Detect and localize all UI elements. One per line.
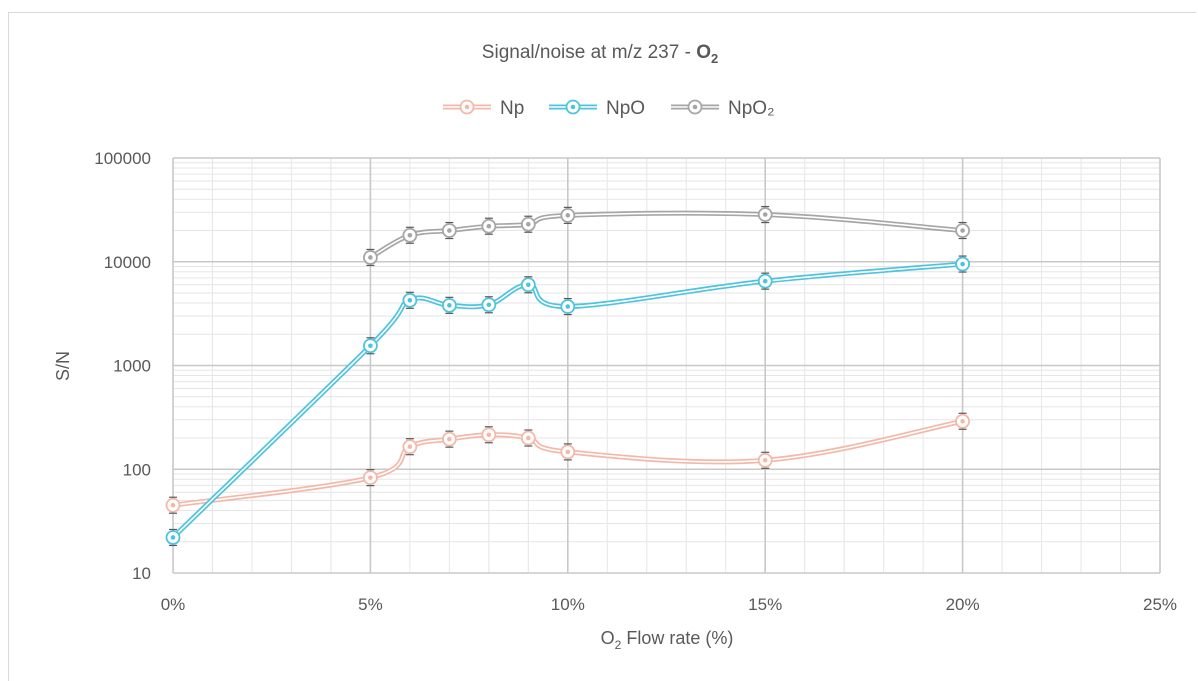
data-point-center [762, 278, 768, 284]
x-tick-label: 15% [748, 595, 782, 614]
data-point-center [526, 221, 531, 227]
data-point-center [565, 304, 571, 309]
x-tick-label: 5% [358, 595, 383, 614]
data-point-center [368, 475, 373, 480]
legend-item: Np [443, 98, 524, 119]
legend-marker-center [692, 104, 698, 110]
data-point-center [960, 261, 965, 267]
data-point-center [407, 444, 413, 449]
major-gridlines [172, 157, 1161, 574]
data-point-center [368, 255, 373, 260]
data-point-center [447, 228, 452, 233]
x-tick-label: 25% [1143, 595, 1177, 614]
legend-label: Np [500, 98, 524, 119]
y-tick-label: 1000 [113, 357, 151, 376]
data-point-center [407, 298, 413, 303]
data-point-center [960, 228, 965, 233]
chart-title-text: Signal/noise at m/z 237 - [482, 42, 696, 63]
data-point-center [762, 457, 768, 463]
x-axis-title-rest: Flow rate (%) [621, 628, 733, 648]
x-tick-label: 0% [161, 595, 186, 614]
data-point-center [170, 502, 176, 508]
x-axis-title-sub: 2 [615, 638, 622, 652]
x-tick-label: 10% [551, 595, 585, 614]
legend-label: NpO [606, 98, 645, 119]
y-tick-label: 100 [123, 460, 151, 479]
series-2-line-outer [369, 210, 963, 260]
x-axis-title: O2 Flow rate (%) [601, 628, 734, 652]
legend-label: NpO₂ [728, 98, 774, 119]
data-point-center [526, 435, 531, 441]
data-point-center [170, 535, 176, 540]
data-point-center [368, 343, 373, 349]
data-point-center [486, 223, 492, 229]
series-0 [165, 412, 970, 514]
x-axis-title-prefix: O [601, 628, 615, 648]
legend-marker-center [464, 104, 470, 110]
y-tick-label: 10000 [104, 253, 151, 272]
data-point-center [762, 212, 768, 217]
y-tick-label: 10 [132, 564, 151, 583]
data-point-center [565, 213, 571, 218]
chart-title: Signal/noise at m/z 237 - O2 [482, 42, 718, 66]
data-point-center [526, 282, 531, 288]
data-point-center [447, 436, 452, 442]
legend: Np NpO NpO₂ [443, 98, 774, 119]
legend-marker-center [570, 104, 576, 110]
y-tick-label: 100000 [94, 149, 151, 168]
data-point-center [486, 302, 492, 308]
data-point-center [447, 303, 452, 308]
data-point-center [407, 232, 413, 238]
series-layer [165, 205, 970, 547]
x-tick-label: 20% [946, 595, 980, 614]
series-2 [362, 205, 970, 267]
series-1 [165, 255, 970, 547]
y-axis-title: S/N [53, 351, 73, 381]
tick-labels: 0% 5% 10% 15% 20% 25% 10 100 1000 10000 100000 [94, 149, 1177, 614]
data-point-center [565, 449, 571, 455]
legend-item: NpO [549, 98, 645, 119]
data-point-center [486, 432, 492, 438]
chart-frame [8, 12, 1196, 681]
chart-title-suffix-sub: 2 [711, 51, 718, 66]
chart-title-suffix: O [696, 42, 711, 63]
legend-item: NpO₂ [671, 98, 774, 119]
data-point-center [960, 418, 965, 424]
